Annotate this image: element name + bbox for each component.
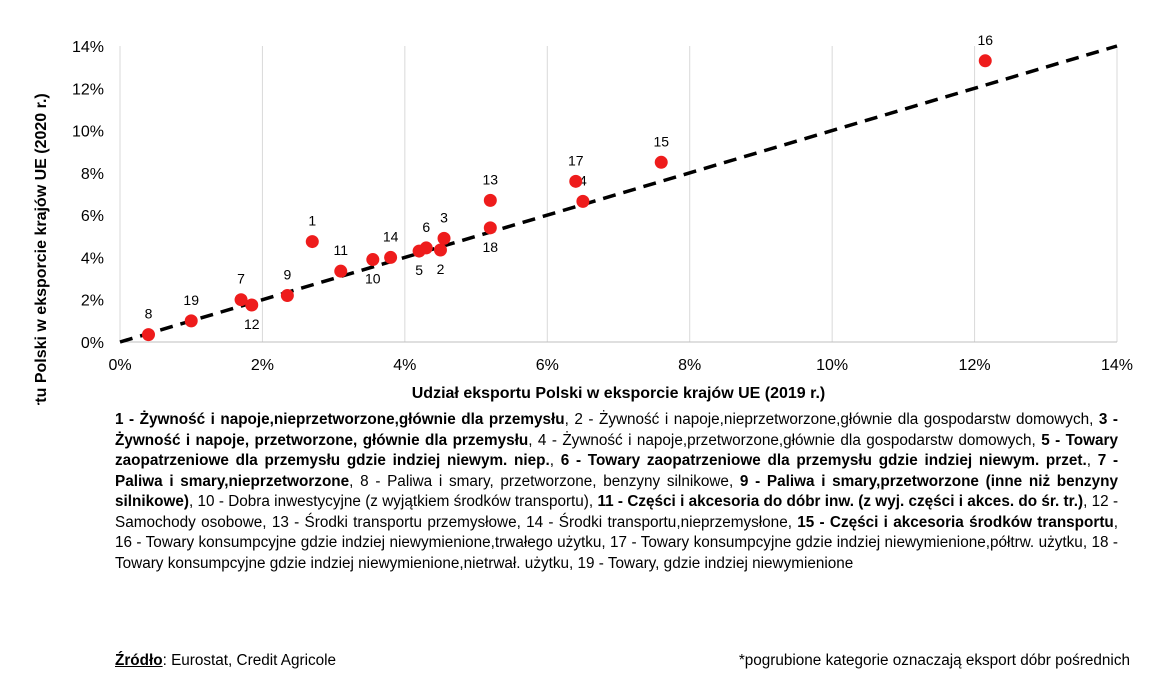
data-point-10 [366, 253, 380, 267]
point-label-2: 2 [437, 261, 445, 277]
data-point-14 [384, 250, 398, 264]
x-tick-label: 8% [678, 357, 701, 374]
legend-item: 6 - Towary zaopatrzeniowe dla przemysłu … [560, 452, 1087, 469]
x-tick-label: 2% [251, 357, 274, 374]
point-label-15: 15 [653, 133, 669, 149]
data-point-3 [437, 231, 451, 245]
y-tick-label: 12% [72, 81, 104, 98]
x-tick-label: 0% [108, 357, 131, 374]
x-tick-label: 6% [536, 357, 559, 374]
legend-item: 18 - Towary konsumpcyjne gdzie indziej n… [115, 534, 1119, 572]
x-tick-label: 12% [959, 357, 991, 374]
point-label-8: 8 [145, 306, 153, 322]
point-label-4: 4 [579, 172, 587, 188]
x-axis-title: Udział eksportu Polski w eksporcie krajó… [412, 385, 826, 402]
data-point-2 [433, 243, 447, 257]
x-tick-label: 10% [816, 357, 848, 374]
data-point-11 [334, 264, 348, 278]
point-label-9: 9 [283, 266, 291, 282]
data-point-17 [569, 174, 583, 188]
point-label-6: 6 [422, 219, 430, 235]
legend-item: 3 - Żywność i napoje, przetworzone, głów… [115, 411, 1118, 449]
point-label-10: 10 [365, 271, 381, 287]
y-axis-title: Udział eksportu Polski w eksporcie krajó… [33, 93, 50, 405]
data-point-16 [978, 54, 992, 68]
legend-item: 5 - Towary zaopatrzeniowe dla przemysłu … [115, 431, 1119, 470]
data-point-1 [305, 235, 319, 249]
point-label-19: 19 [183, 292, 199, 308]
legend-item: 8 - Paliwa i smary, przetworzone, benzyn… [360, 472, 729, 490]
data-point-15 [654, 155, 668, 169]
legend-item: 1 - Żywność i napoje,nieprzetworzone,głó… [115, 411, 565, 428]
scatter-chart: 0% 2% 4% 6% 8% 10% 12% 14% 0%2%4%6%8%10%12%14% … [33, 32, 1133, 405]
source-note: Źródło: Eurostat, Credit Agricole [115, 652, 336, 670]
grid-lines [119, 46, 1118, 342]
bold-categories-note: *pogrubione kategorie oznaczają eksport … [738, 652, 1130, 669]
data-point-13 [483, 193, 497, 207]
legend-item: 11 - Części i akcesoria do dóbr inw. (z … [597, 493, 1084, 510]
point-label-12: 12 [244, 316, 260, 332]
y-tick-label: 10% [72, 124, 104, 141]
legend-item: 7 - Paliwa i smary,nieprzetworzone [115, 452, 1119, 490]
y-tick-label: 6% [81, 208, 104, 225]
y-tick-label: 0% [81, 335, 104, 352]
y-axis-ticks: 0% 2% 4% 6% 8% 10% 12% 14% [72, 39, 104, 352]
point-label-17: 17 [568, 152, 584, 168]
legend-item: 15 - Części i akcesoria środków transpor… [797, 513, 1114, 531]
point-label-1: 1 [308, 213, 316, 229]
x-axis-ticks: 0% 2% 4% 6% 8% 10% 12% 14% [108, 357, 1133, 374]
legend-item: 4 - Żywność i napoje,przetworzone,główni… [537, 431, 1032, 449]
category-legend: 1 - Żywność i napoje,nieprzetworzone,głó… [115, 411, 1119, 572]
legend-item: 17 - Towary konsumpcyjne gdzie indziej n… [610, 534, 1083, 551]
legend-item: 2 - Żywność i napoje,nieprzetworzone,głó… [574, 411, 1090, 428]
data-point-19 [184, 314, 198, 328]
data-point-4 [576, 194, 590, 208]
y-tick-label: 2% [81, 293, 104, 310]
data-point-7 [234, 293, 248, 307]
legend-item: 14 - Środki transportu,nieprzemysłone [526, 513, 788, 531]
legend-item: 12 - Samochody osobowe [115, 493, 1119, 531]
legend-item: 10 - Dobra inwestycyjne (z wyjątkiem śro… [197, 493, 589, 510]
source-label: Źródło [115, 652, 163, 669]
x-tick-label: 14% [1101, 357, 1133, 374]
legend-item: 16 - Towary konsumpcyjne gdzie indziej n… [115, 534, 602, 551]
data-point-9 [280, 288, 294, 302]
x-tick-label: 4% [393, 357, 416, 374]
source-text: : Eurostat, Credit Agricole [162, 652, 337, 669]
point-label-11: 11 [333, 242, 348, 258]
legend-item: 9 - Paliwa i smary,przetworzone (inne ni… [115, 472, 1119, 511]
legend-item: 13 - Środki transportu przemysłowe [271, 513, 517, 531]
y-tick-label: 4% [81, 250, 104, 267]
point-label-5: 5 [415, 262, 423, 278]
point-label-7: 7 [237, 271, 245, 287]
data-point-18 [483, 221, 497, 235]
point-label-18: 18 [483, 239, 499, 255]
legend-item: 19 - Towary, gdzie indziej niewymienione [577, 554, 854, 572]
point-label-14: 14 [383, 228, 399, 244]
point-label-16: 16 [977, 32, 993, 48]
point-label-13: 13 [483, 171, 499, 187]
data-point-12 [245, 298, 259, 312]
y-tick-label: 8% [81, 166, 104, 183]
point-label-3: 3 [440, 209, 448, 225]
data-point-8 [141, 328, 155, 342]
y-tick-label: 14% [72, 39, 104, 56]
data-point-6 [419, 241, 433, 255]
reference-line [119, 44, 1118, 344]
